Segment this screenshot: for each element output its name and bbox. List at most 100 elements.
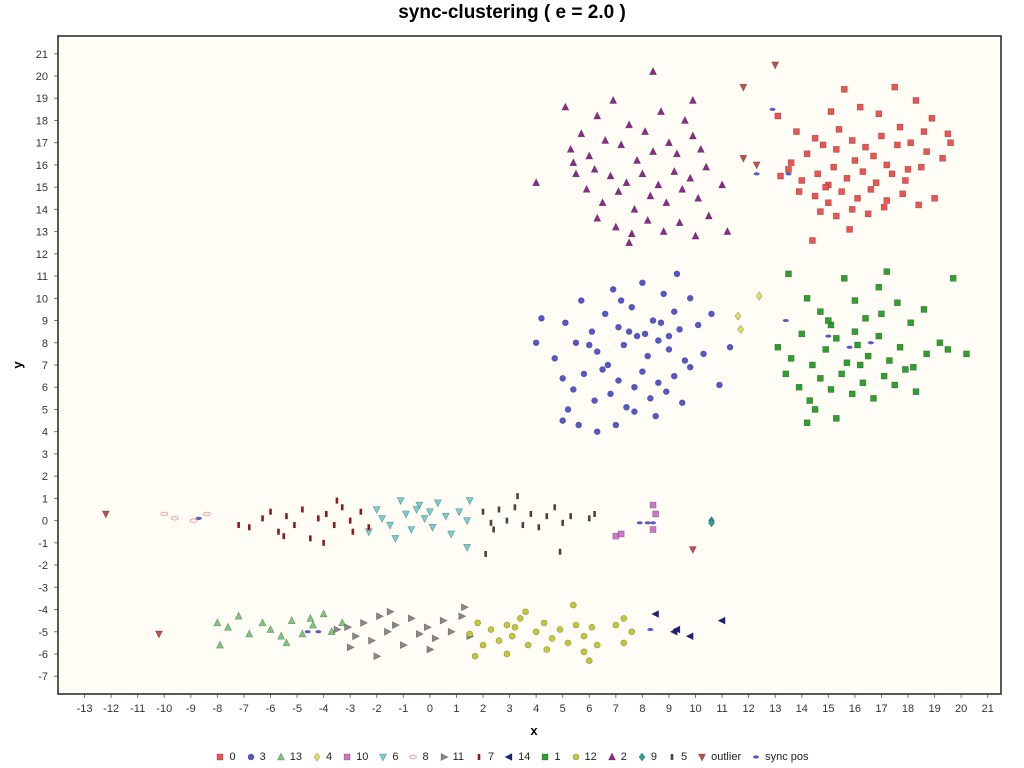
x-tick-label: 13 bbox=[769, 703, 781, 715]
legend-label: 12 bbox=[584, 751, 597, 763]
data-point bbox=[587, 515, 591, 522]
data-point bbox=[696, 144, 705, 153]
data-point bbox=[902, 366, 909, 373]
y-tick-label: 2 bbox=[42, 471, 48, 483]
data-point bbox=[904, 166, 912, 173]
data-point bbox=[819, 141, 827, 149]
data-point bbox=[593, 348, 601, 355]
data-point bbox=[811, 406, 819, 413]
data-point bbox=[471, 652, 479, 660]
data-point bbox=[646, 191, 655, 200]
data-point bbox=[593, 213, 602, 222]
data-point bbox=[846, 226, 853, 233]
x-tick-label: 18 bbox=[902, 703, 914, 715]
y-tick-label: 13 bbox=[36, 227, 48, 239]
legend-label: 1 bbox=[554, 751, 561, 763]
data-point bbox=[333, 625, 342, 634]
data-point bbox=[298, 629, 307, 638]
data-point bbox=[386, 607, 395, 616]
data-point bbox=[572, 621, 580, 629]
data-point bbox=[854, 194, 861, 202]
data-point bbox=[708, 310, 715, 318]
legend-item: 7 bbox=[474, 751, 494, 763]
data-point bbox=[588, 328, 596, 335]
x-axis: -13 -12 -11 -10 -9 -8 -7 -6 -5 -4 -3 -2 -1 0 1 2 3 4 5 6 7 8 9… bbox=[77, 694, 994, 715]
legend-swatch bbox=[607, 752, 616, 761]
series-12 bbox=[466, 601, 636, 664]
data-point bbox=[708, 518, 715, 528]
data-point bbox=[282, 638, 291, 647]
y-tick-label: 18 bbox=[36, 115, 48, 127]
data-point bbox=[614, 186, 623, 195]
data-point bbox=[803, 419, 811, 427]
plot-border bbox=[57, 35, 1002, 695]
legend-marker bbox=[670, 754, 674, 760]
data-point bbox=[622, 178, 631, 187]
legend-marker bbox=[313, 752, 321, 762]
x-tick-label: 20 bbox=[955, 703, 967, 715]
data-point bbox=[332, 522, 336, 529]
data-point bbox=[793, 128, 800, 135]
data-point bbox=[777, 172, 784, 180]
series-9 bbox=[708, 516, 715, 528]
data-point bbox=[944, 346, 952, 353]
legend-item: 9 bbox=[637, 751, 657, 763]
x-tick-label: -4 bbox=[319, 703, 329, 715]
legend-marker bbox=[217, 753, 224, 761]
data-point bbox=[627, 229, 636, 238]
data-point bbox=[513, 504, 517, 511]
data-point bbox=[660, 290, 667, 298]
data-point bbox=[372, 506, 381, 515]
data-point bbox=[915, 201, 922, 209]
data-point bbox=[340, 504, 344, 511]
legend: 0 3 13 4 10 6 8 11 7 14 1 12 2 9 5 outlier sync pos bbox=[0, 748, 1024, 766]
y-tick-label: 8 bbox=[42, 338, 48, 350]
data-point bbox=[644, 352, 652, 360]
data-point bbox=[665, 346, 673, 353]
data-point bbox=[426, 645, 435, 654]
data-point bbox=[896, 123, 904, 131]
data-point bbox=[503, 650, 511, 658]
data-point bbox=[593, 428, 601, 435]
data-point bbox=[822, 346, 829, 353]
legend-marker bbox=[638, 752, 646, 762]
data-point bbox=[830, 163, 837, 171]
data-point bbox=[611, 222, 620, 231]
legend-label: 0 bbox=[229, 751, 236, 763]
data-point bbox=[704, 211, 713, 220]
data-point bbox=[864, 210, 872, 218]
legend-swatch bbox=[409, 754, 418, 760]
legend-label: 3 bbox=[259, 751, 266, 763]
data-point bbox=[862, 315, 869, 322]
data-point bbox=[649, 317, 657, 324]
data-point bbox=[867, 341, 874, 345]
y-tick-label: 9 bbox=[42, 316, 48, 328]
data-point bbox=[936, 339, 944, 347]
data-point bbox=[566, 144, 575, 153]
data-point bbox=[947, 139, 954, 147]
data-point bbox=[888, 170, 896, 178]
data-point bbox=[864, 352, 872, 360]
series-11 bbox=[333, 603, 475, 661]
data-point bbox=[769, 107, 776, 111]
data-point bbox=[537, 524, 541, 531]
x-tick-label: -5 bbox=[292, 703, 302, 715]
data-point bbox=[822, 183, 829, 191]
legend-swatch bbox=[379, 753, 388, 762]
data-point bbox=[529, 510, 533, 517]
data-point bbox=[277, 528, 280, 535]
data-point bbox=[875, 283, 883, 291]
data-point bbox=[392, 621, 401, 630]
data-point bbox=[258, 618, 267, 627]
data-point bbox=[538, 315, 545, 322]
data-point bbox=[415, 501, 424, 510]
x-tick-label: -2 bbox=[372, 703, 382, 715]
y-axis: -7-6-5-4-3-2-101234567891011121314151617… bbox=[36, 49, 58, 683]
data-point bbox=[753, 172, 760, 176]
data-point bbox=[931, 194, 938, 202]
data-point bbox=[319, 609, 328, 618]
legend-item: 6 bbox=[378, 751, 398, 763]
data-point bbox=[575, 421, 582, 429]
data-point bbox=[827, 108, 835, 115]
